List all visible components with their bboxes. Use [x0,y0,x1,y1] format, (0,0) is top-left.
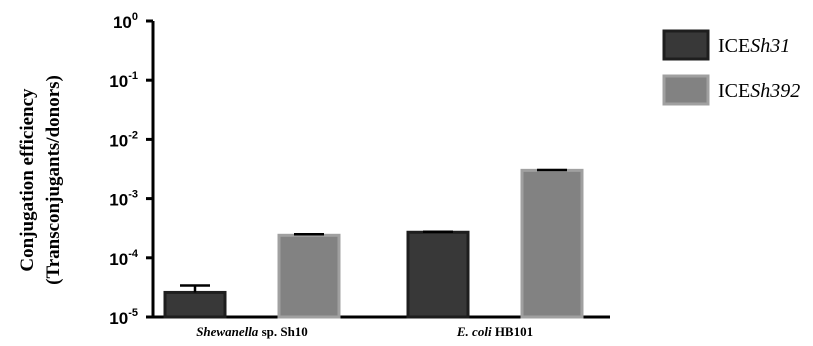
y-axis-label-line2: (Transconjugants/donors) [43,75,64,285]
legend-swatch [662,29,710,61]
legend-label: ICESh392 [718,80,800,102]
y-axis-label-line1: Conjugation efficiency [17,88,38,272]
bar [520,168,584,319]
y-tick-label: 10-4 [109,248,139,269]
y-ticks: 100 10-1 10-2 10-3 10-4 10-5 [109,11,153,328]
legend-label: ICESh31 [718,35,790,57]
x-category-label: E. coli HB101 [456,324,533,339]
y-tick-label: 10-1 [109,70,138,91]
y-tick-label: 10-3 [109,189,138,210]
y-tick-label: 10-2 [109,129,138,150]
bar [406,230,470,319]
y-tick-label: 100 [113,11,138,32]
bars [163,168,584,319]
bar [277,233,341,319]
x-category-label: Shewanella sp. Sh10 [196,324,308,339]
bar [163,290,227,319]
legend-swatch [662,74,710,106]
x-category-labels: Shewanella sp. Sh10 E. coli HB101 [196,324,533,339]
y-axis-label: Conjugation efficiency (Transconjugants/… [17,75,64,285]
legend: ICESh31 ICESh392 [662,29,800,106]
y-tick-label: 10-5 [109,307,138,328]
